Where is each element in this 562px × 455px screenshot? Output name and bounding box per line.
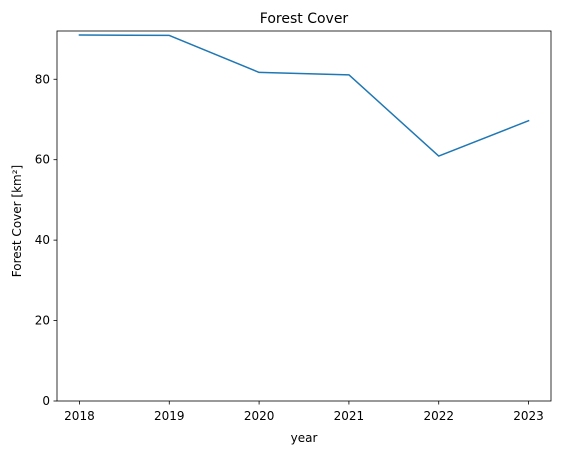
x-tick-label: 2021 (334, 409, 365, 423)
plot-frame (56, 30, 552, 402)
x-axis-label: year (291, 431, 318, 445)
x-axis-ticks: 2018 2019 2020 2021 2022 2023 (64, 401, 544, 423)
y-tick-label: 80 (35, 72, 50, 86)
chart-title: Forest Cover (260, 11, 349, 27)
x-tick-label: 2018 (64, 409, 95, 423)
x-tick-label: 2022 (423, 409, 454, 423)
x-tick-label: 2023 (513, 409, 544, 423)
x-tick-label: 2020 (244, 409, 275, 423)
y-tick-label: 40 (35, 233, 50, 247)
y-axis-ticks: 0 20 40 60 80 (35, 72, 57, 408)
forest-cover-line (78, 34, 530, 157)
y-axis-label: Forest Cover [km²] (10, 165, 24, 277)
y-tick-label: 60 (35, 153, 50, 167)
x-tick-label: 2019 (154, 409, 185, 423)
y-tick-label: 20 (35, 314, 50, 328)
y-tick-label: 0 (42, 394, 50, 408)
series-layer (78, 34, 530, 157)
